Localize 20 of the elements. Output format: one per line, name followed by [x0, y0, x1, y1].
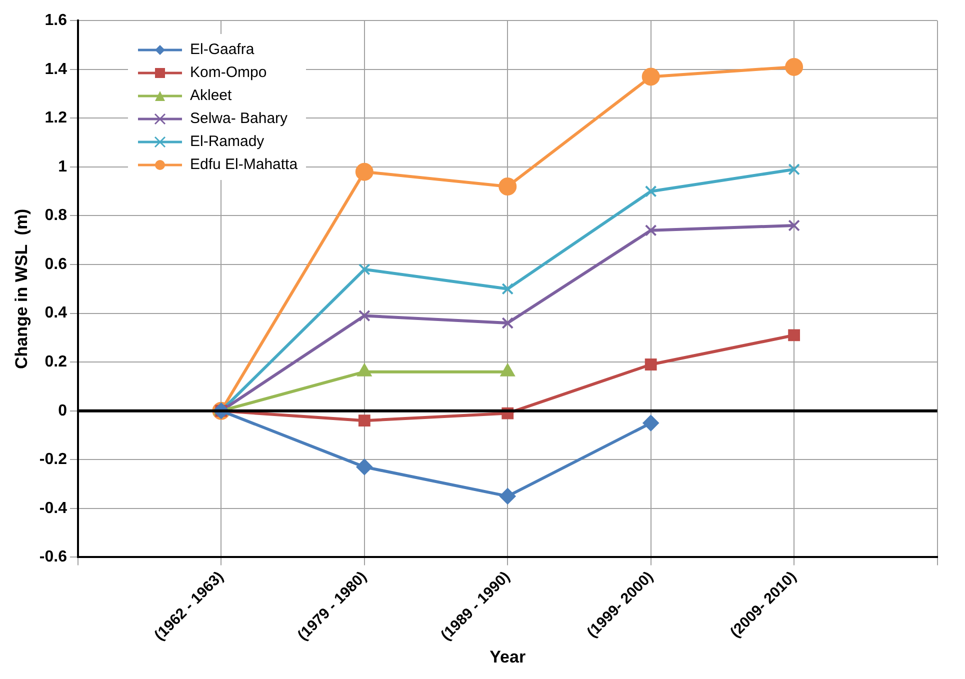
y-axis-title: Change in WSL (m) — [12, 208, 31, 370]
x-axis-title: Year — [490, 647, 526, 666]
legend-label: El-Gaafra — [190, 41, 254, 58]
legend-label: Kom-Ompo — [190, 64, 267, 81]
y-tick-label: -0.2 — [39, 451, 68, 468]
y-tick-label: 1.6 — [44, 12, 68, 30]
legend-label: El-Ramady — [190, 133, 264, 150]
y-tick-label: 0.6 — [44, 256, 68, 273]
legend-label: Selwa- Bahary — [190, 110, 288, 127]
y-tick-label: -0.6 — [39, 548, 68, 566]
y-tick-label: 0.4 — [44, 304, 68, 322]
legend-label: Edfu El-Mahatta — [190, 156, 298, 173]
y-tick-label: 1.2 — [44, 110, 68, 127]
y-tick-label: 1.4 — [44, 60, 68, 78]
y-tick-label: 0.2 — [44, 353, 68, 370]
y-tick-label: -0.4 — [39, 500, 68, 517]
y-tick-label: 1 — [58, 158, 68, 176]
y-tick-label: 0 — [58, 402, 68, 420]
legend-label: Akleet — [190, 87, 232, 104]
y-tick-label: 0.8 — [44, 207, 68, 224]
